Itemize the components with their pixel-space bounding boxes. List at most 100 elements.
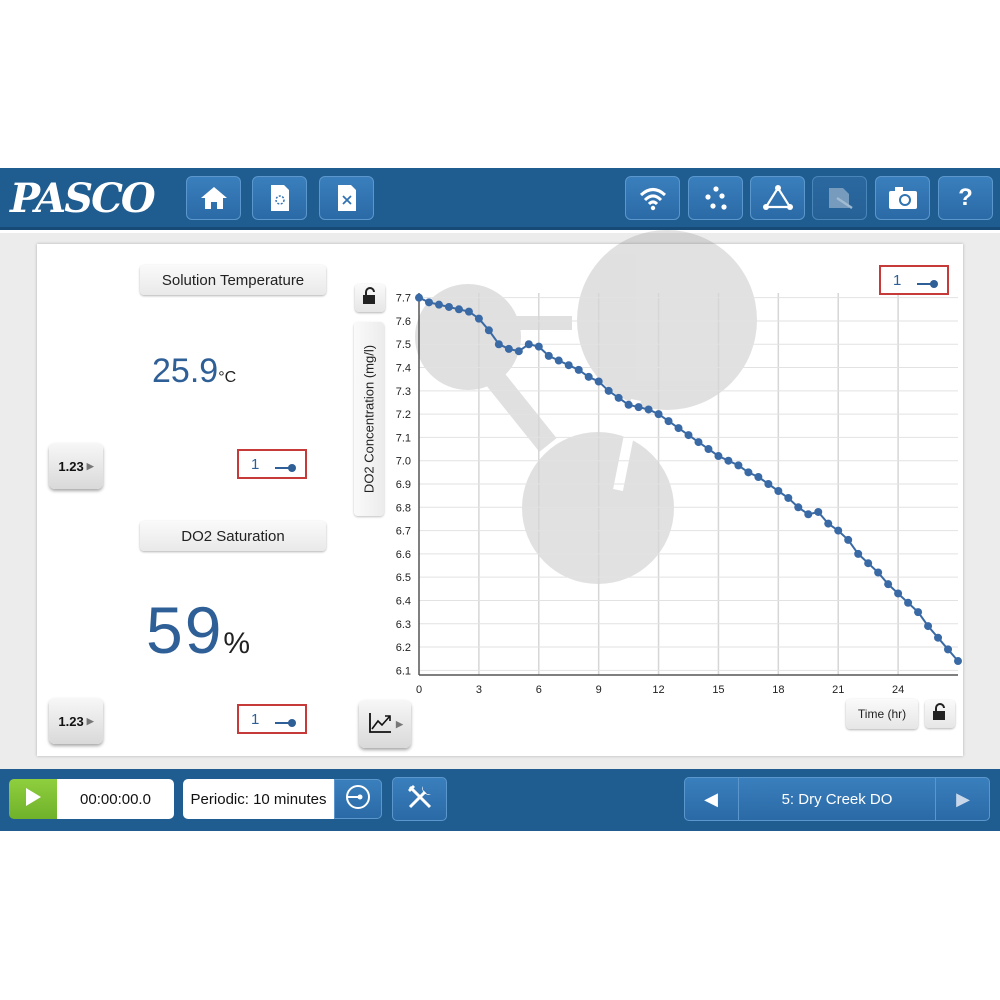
- y-tick-label: 7.6: [396, 316, 411, 328]
- data-point: [724, 456, 733, 465]
- new-file-button[interactable]: [252, 176, 307, 220]
- calculator-button[interactable]: [750, 176, 805, 220]
- data-point: [914, 608, 923, 617]
- y-tick-label: 7.2: [396, 409, 411, 421]
- home-button[interactable]: [186, 176, 241, 220]
- data-point: [534, 342, 543, 351]
- data-point: [424, 298, 433, 307]
- snapshot-button[interactable]: [875, 176, 930, 220]
- data-point: [415, 293, 423, 302]
- saturation-value: 59%: [146, 592, 252, 682]
- data-point: [664, 417, 673, 426]
- data-point: [944, 645, 953, 654]
- sample-rate-field[interactable]: Periodic: 10 minutes: [183, 779, 334, 819]
- tools-icon: [405, 782, 435, 817]
- data-point: [544, 351, 553, 360]
- data-point: [624, 400, 633, 409]
- x-axis-label: Time (hr): [857, 707, 907, 721]
- journal-button[interactable]: [812, 176, 867, 220]
- data-point: [864, 559, 873, 568]
- saturation-number: 59: [146, 593, 224, 667]
- saturation-display-options-button[interactable]: 1.23 ▶: [49, 698, 103, 744]
- elapsed-time: 00:00:00.0: [57, 779, 174, 819]
- run-symbol-icon: [275, 460, 297, 477]
- data-point: [854, 549, 863, 558]
- x-tick-label: 6: [536, 684, 542, 696]
- temperature-run-label: 1: [251, 455, 260, 473]
- run-symbol-icon: [917, 276, 939, 293]
- data-point: [694, 438, 703, 447]
- data-point: [794, 503, 803, 512]
- recording-conditions-icon: [344, 783, 372, 816]
- help-button[interactable]: ?: [938, 176, 993, 220]
- y-axis-lock-button[interactable]: [355, 284, 385, 312]
- hardware-setup-button[interactable]: [625, 176, 680, 220]
- data-point: [654, 410, 663, 419]
- dropdown-arrow-icon: ▶: [86, 460, 94, 471]
- tools-button[interactable]: [392, 777, 447, 821]
- y-tick-label: 6.5: [396, 572, 411, 584]
- start-button[interactable]: [9, 779, 57, 819]
- data-point: [884, 580, 893, 589]
- graph-tools-button[interactable]: ▶: [359, 700, 411, 748]
- data-point: [554, 356, 563, 365]
- data-point: [494, 340, 503, 349]
- x-tick-label: 21: [832, 684, 844, 696]
- help-icon: ?: [958, 184, 973, 211]
- data-point: [714, 452, 723, 461]
- x-tick-label: 3: [476, 684, 482, 696]
- dropdown-arrow-icon: ▶: [86, 715, 94, 726]
- lock-icon: [362, 286, 378, 310]
- temperature-number: 25.9: [152, 352, 219, 390]
- data-point: [904, 598, 913, 607]
- data-point: [954, 657, 962, 666]
- digits-label: 1.23: [58, 713, 84, 729]
- data-point: [504, 344, 513, 353]
- x-tick-label: 24: [892, 684, 904, 696]
- data-point: [434, 300, 443, 309]
- y-tick-label: 6.4: [396, 595, 411, 607]
- next-page-button[interactable]: ▶: [956, 788, 970, 809]
- pasco-logo: PASCO: [10, 175, 156, 222]
- recording-conditions-button[interactable]: [334, 779, 382, 819]
- page-navigator: [684, 777, 990, 821]
- data-point: [604, 386, 613, 395]
- data-point: [774, 486, 783, 495]
- y-tick-label: 6.9: [396, 479, 411, 491]
- data-point: [634, 403, 643, 412]
- saturation-title[interactable]: DO2 Saturation: [140, 521, 326, 551]
- data-summary-button[interactable]: [688, 176, 743, 220]
- data-point: [684, 431, 693, 440]
- y-tick-label: 6.7: [396, 526, 411, 538]
- data-point: [744, 468, 753, 477]
- y-axis-measurement-selector[interactable]: [354, 322, 384, 516]
- close-file-button[interactable]: [319, 176, 374, 220]
- temperature-run-selector[interactable]: 1: [237, 449, 307, 479]
- new-file-icon: [267, 183, 293, 213]
- data-point: [734, 461, 743, 470]
- saturation-run-selector[interactable]: 1: [237, 704, 307, 734]
- temperature-display-options-button[interactable]: 1.23 ▶: [49, 443, 103, 489]
- temperature-value: 25.9°C: [152, 352, 236, 391]
- x-tick-label: 18: [772, 684, 784, 696]
- analysis-icon: [762, 184, 794, 212]
- temperature-title[interactable]: Solution Temperature: [140, 265, 326, 295]
- data-point: [814, 507, 823, 516]
- data-point: [464, 307, 473, 316]
- data-point: [784, 493, 793, 502]
- x-axis-lock-button[interactable]: [925, 700, 955, 728]
- data-point: [834, 526, 843, 535]
- wireless-icon: [638, 185, 668, 211]
- page-title[interactable]: 5: Dry Creek DO: [738, 777, 936, 821]
- data-point: [584, 372, 593, 381]
- x-axis-measurement-selector[interactable]: Time (hr): [846, 699, 918, 729]
- saturation-run-label: 1: [251, 710, 260, 728]
- y-tick-label: 7.5: [396, 339, 411, 351]
- data-point: [644, 405, 653, 414]
- data-point: [614, 393, 623, 402]
- previous-page-button[interactable]: ◀: [704, 788, 718, 809]
- lock-icon: [932, 702, 948, 726]
- graph-run-selector[interactable]: 1: [879, 265, 949, 295]
